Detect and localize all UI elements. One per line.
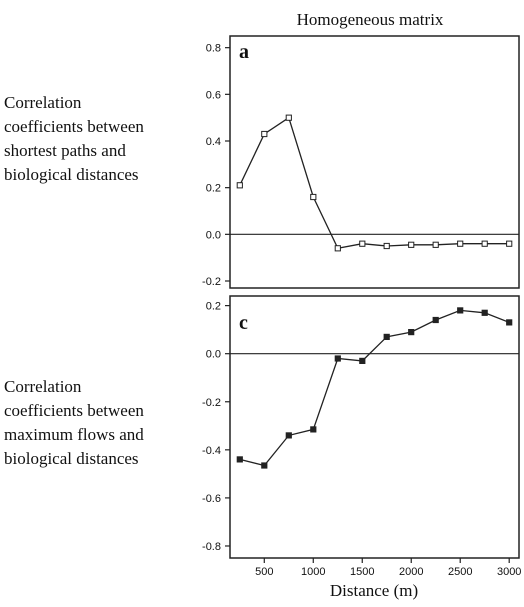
panel-c-data-point xyxy=(261,462,268,469)
panel-a-plot: a Correlation coefficients between shortes… xyxy=(4,35,520,289)
panel-a-data-point xyxy=(261,130,268,138)
panel-c-data-point xyxy=(236,456,243,463)
panel-c-ylabel-line: biological distances xyxy=(4,449,139,468)
panel-a-data-point xyxy=(236,182,243,189)
panel-c-ytick-label: 0.0 xyxy=(206,349,221,361)
panel-c-data-point xyxy=(481,309,488,316)
panel-a-ylabel-line: Correlation xyxy=(4,93,82,112)
panel-c-series-line xyxy=(239,309,510,467)
panel-a-ytick-label: 0.4 xyxy=(206,136,221,148)
x-tick-label: 1000 xyxy=(301,566,325,578)
panel-c-ytick-label: -0.8 xyxy=(202,541,221,553)
panel-a-data-point xyxy=(383,242,390,250)
panel-a-data-point xyxy=(506,240,513,247)
panel-c-frame xyxy=(229,295,520,559)
x-tick-label: 1500 xyxy=(350,566,374,578)
panel-c-data-point xyxy=(310,426,317,433)
panel-a-ytick-label: -0.2 xyxy=(202,276,221,288)
x-axis-label: Distance (m) xyxy=(330,581,418,600)
panel-c-data-point xyxy=(408,329,415,336)
panel-c-ytick-label: -0.4 xyxy=(202,445,221,457)
x-tick-label: 2000 xyxy=(399,566,423,578)
panel-a-data-point xyxy=(359,240,366,247)
panel-a-ytick-label: 0.2 xyxy=(206,183,221,195)
panel-a-ylabel-line: shortest paths and xyxy=(4,141,126,160)
panel-c-ylabel: Correlation coefficients between maximum f… xyxy=(4,377,144,468)
panel-a-ylabel-line: biological distances xyxy=(4,165,139,184)
panel-c-data-point xyxy=(383,333,390,340)
panel-a-ytick-label: 0.8 xyxy=(206,43,221,55)
panel-c-data-point xyxy=(334,355,341,362)
panel-a-data-point xyxy=(310,193,317,201)
panel-c-data-point xyxy=(432,316,439,324)
panel-a-ytick-label: 0.6 xyxy=(206,89,221,101)
panel-a-ytick-label: 0.0 xyxy=(206,229,221,241)
panel-a-series-line xyxy=(239,116,510,250)
figure-title: Homogeneous matrix xyxy=(297,10,444,29)
panel-c-ytick-label: 0.2 xyxy=(206,301,221,313)
panel-c-ytick-label: -0.6 xyxy=(202,493,221,505)
panel-c-data-point xyxy=(285,432,292,439)
panel-c-ylabel-line: Correlation xyxy=(4,377,82,396)
panel-a-data-point xyxy=(457,240,464,247)
panel-c-ylabel-line: coefficients between xyxy=(4,401,144,420)
panel-a-data-point xyxy=(432,241,439,248)
x-tick-label: 2500 xyxy=(448,566,472,578)
panel-c-plot: c Correlation coefficients between maximum… xyxy=(4,295,521,578)
panel-a-frame xyxy=(229,35,520,289)
panel-a-data-point xyxy=(334,245,341,252)
panel-a-ylabel-line: coefficients between xyxy=(4,117,144,136)
panel-c-data-point xyxy=(359,357,366,364)
panel-a-ylabel: Correlation coefficients between shortest … xyxy=(4,93,144,184)
panel-a-label: a xyxy=(239,41,249,63)
x-tick-label: 3000 xyxy=(497,566,521,578)
panel-a-data-point xyxy=(481,240,488,247)
x-tick-label: 500 xyxy=(255,566,273,578)
panel-c-label: c xyxy=(239,312,248,334)
panel-c-data-point xyxy=(506,319,513,326)
panel-c-ylabel-line: maximum flows and xyxy=(4,425,144,444)
panel-c-data-point xyxy=(457,307,464,314)
panel-a-data-point xyxy=(408,241,415,248)
panel-c-ytick-label: -0.2 xyxy=(202,397,221,409)
panel-a-data-point xyxy=(285,114,292,121)
